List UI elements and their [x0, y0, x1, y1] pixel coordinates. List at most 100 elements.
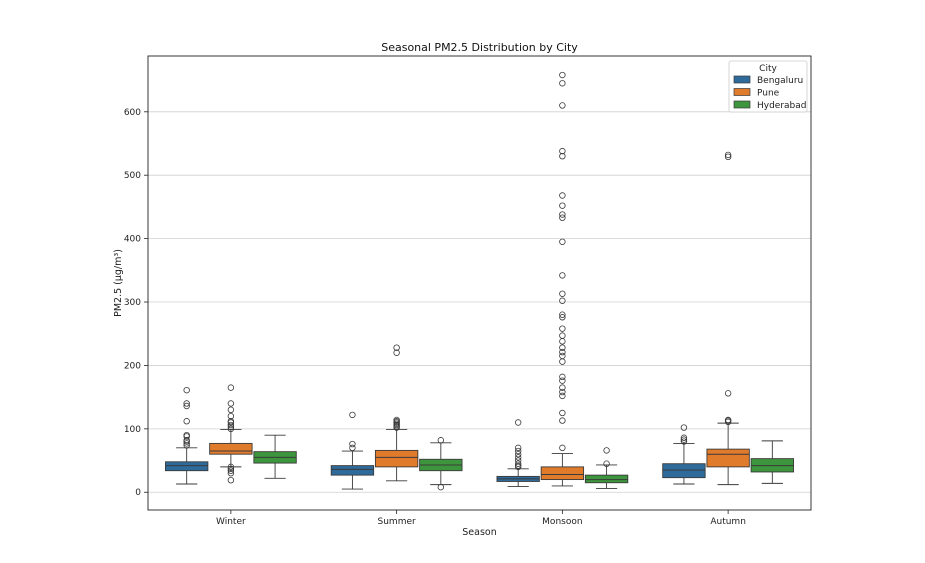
x-axis-title: Season	[462, 527, 496, 538]
outlier-point	[559, 373, 566, 381]
legend-swatch-pune	[733, 88, 751, 96]
outlier-point	[559, 314, 566, 321]
outlier-point	[680, 438, 688, 445]
outlier-point	[349, 440, 356, 448]
x-tick-label: Autumn	[710, 517, 746, 527]
legend-swatch-hyderabad	[733, 100, 751, 109]
box-pune-autumn	[706, 151, 750, 486]
outlier-point	[603, 447, 610, 454]
axes: 0 100 200 300 400 500 600 Winter Summer Monsoon Au…	[124, 108, 746, 527]
outlier-point	[183, 386, 190, 394]
outlier-point	[680, 436, 688, 443]
box-hyderabad-monsoon	[584, 447, 629, 489]
outlier-point	[559, 417, 566, 424]
legend-label-hyderabad: Hyderabad	[757, 101, 807, 111]
x-tick-label: Monsoon	[542, 517, 582, 527]
outlier-point	[559, 352, 566, 360]
outlier-point	[393, 349, 400, 356]
outlier-point	[437, 437, 445, 444]
box-bengaluru-winter	[165, 386, 209, 485]
outlier-point	[559, 392, 566, 400]
y-tick-label: 300	[124, 298, 141, 308]
box-pune-summer	[374, 344, 419, 482]
outlier-point	[227, 467, 235, 474]
outlier-point	[559, 325, 566, 332]
outlier-point	[559, 297, 566, 304]
outlier-point	[227, 425, 235, 433]
legend-swatch-bengaluru	[733, 75, 751, 84]
box-iqr	[374, 449, 419, 468]
outlier-point	[559, 211, 566, 218]
outlier-point	[559, 202, 566, 209]
outlier-point	[393, 416, 400, 424]
outlier-point	[514, 454, 522, 461]
box-hyderabad-winter	[253, 434, 297, 479]
box-bengaluru-autumn	[662, 424, 706, 485]
outlier-point	[183, 437, 190, 444]
outlier-point	[724, 390, 732, 397]
outlier-point	[559, 192, 566, 199]
outlier-point	[559, 71, 566, 79]
outlier-point	[559, 102, 566, 109]
box-hyderabad-summer	[419, 437, 463, 491]
outlier-point	[680, 424, 688, 431]
box-bengaluru-summer	[330, 411, 375, 490]
outlier-point	[227, 421, 235, 429]
outlier-point	[559, 344, 566, 351]
y-tick-label: 600	[124, 108, 141, 118]
outlier-point	[724, 416, 732, 424]
outlier-point	[183, 431, 190, 439]
outlier-point	[559, 152, 566, 160]
y-tick-label: 200	[124, 361, 141, 371]
outlier-point	[227, 412, 235, 420]
chart-title: Seasonal PM2.5 Distribution by City	[381, 41, 578, 54]
outlier-point	[559, 147, 566, 155]
outlier-point	[514, 457, 522, 464]
outlier-point	[393, 344, 400, 351]
box-bengaluru-monsoon	[496, 419, 540, 487]
outlier-point	[227, 400, 235, 407]
outlier-point	[183, 440, 190, 447]
outlier-point	[559, 272, 566, 279]
legend-frame	[728, 60, 808, 113]
outlier-point	[514, 460, 522, 467]
outlier-point	[559, 348, 566, 356]
outlier-point	[559, 384, 566, 391]
outlier-point	[559, 214, 566, 221]
plot-area-frame	[147, 55, 812, 511]
outlier-point	[559, 377, 566, 384]
box-pune-winter	[209, 384, 253, 484]
outlier-point	[227, 463, 235, 471]
outlier-point	[227, 406, 235, 414]
box-pune-monsoon	[540, 71, 585, 487]
outlier-point	[437, 483, 445, 491]
outlier-point	[227, 465, 235, 472]
box-iqr	[584, 474, 629, 484]
y-tick-label: 100	[124, 425, 141, 435]
y-tick-label: 400	[124, 235, 141, 245]
outlier-point	[227, 476, 235, 484]
outlier-point	[183, 442, 190, 449]
x-tick-label: Winter	[216, 517, 246, 527]
legend-label-pune: Pune	[757, 89, 780, 99]
outlier-point	[559, 388, 566, 396]
outlier-point	[559, 338, 566, 345]
outlier-point	[349, 444, 356, 452]
outlier-point	[514, 447, 522, 455]
boxplot-marks	[165, 71, 794, 491]
outlier-point	[183, 400, 190, 407]
outlier-point	[559, 332, 566, 339]
box-iqr	[662, 463, 706, 479]
outlier-point	[514, 462, 522, 469]
outlier-point	[514, 419, 522, 426]
legend-label-bengaluru: Bengaluru	[757, 76, 803, 86]
outlier-point	[724, 153, 732, 161]
legend: City Bengaluru Pune Hyderabad	[728, 60, 808, 113]
y-tick-label: 500	[124, 171, 141, 181]
outlier-point	[724, 151, 732, 159]
outlier-point	[514, 444, 522, 452]
outlier-point	[559, 358, 566, 365]
box-iqr	[706, 448, 750, 468]
outlier-point	[183, 402, 190, 410]
